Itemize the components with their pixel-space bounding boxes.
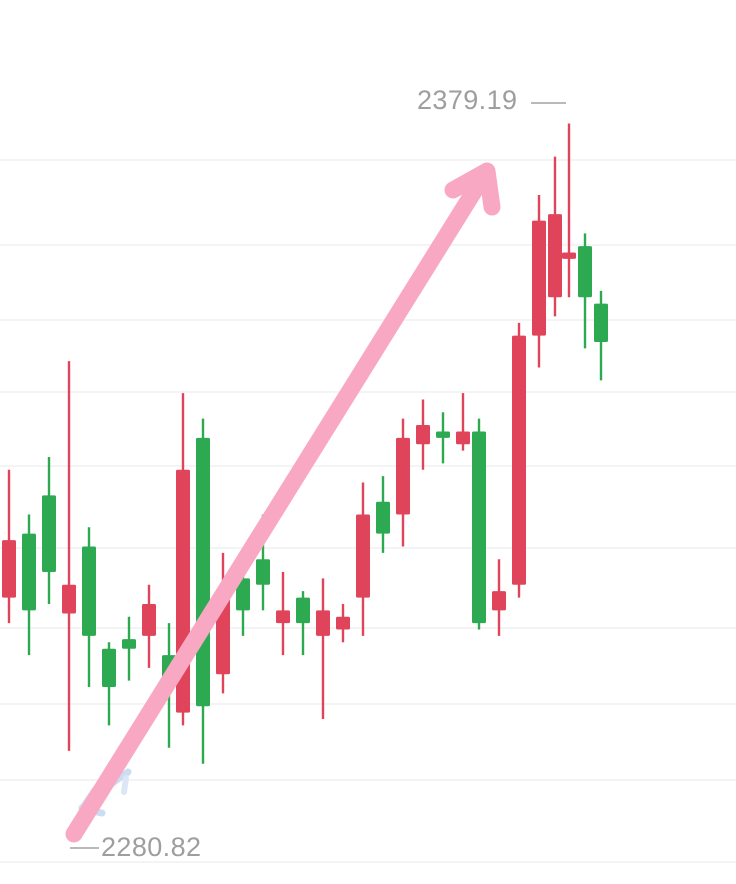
candle-body xyxy=(416,425,430,445)
candle-30 xyxy=(578,233,592,349)
candle-19 xyxy=(376,476,390,553)
candles-group xyxy=(2,123,608,764)
candle-body xyxy=(276,610,290,624)
candle-body xyxy=(142,603,156,636)
price-markers-group xyxy=(70,102,566,849)
candle-body xyxy=(102,648,116,688)
candle-body xyxy=(578,246,592,298)
candle-body xyxy=(562,252,576,259)
candle-10 xyxy=(196,418,210,764)
up-trend-arrow-group xyxy=(65,162,501,843)
candle-body xyxy=(472,431,486,624)
candle-23 xyxy=(456,393,470,451)
candle-2 xyxy=(42,457,56,604)
candle-22 xyxy=(436,412,450,464)
candle-body xyxy=(122,639,136,649)
candle-16 xyxy=(316,578,330,719)
candle-0 xyxy=(2,469,16,624)
candle-21 xyxy=(416,399,430,470)
candle-body xyxy=(296,597,310,624)
watermark-tick xyxy=(121,775,129,795)
candle-body xyxy=(356,514,370,598)
candle-body xyxy=(436,431,450,438)
candle-body xyxy=(256,559,270,585)
candle-body xyxy=(336,616,350,630)
candle-body xyxy=(42,495,56,573)
candle-26 xyxy=(512,322,526,598)
candle-body xyxy=(532,220,546,336)
up-trend-arrow-shaft xyxy=(65,168,492,843)
candle-body xyxy=(316,610,330,636)
candle-body xyxy=(236,578,250,611)
candle-29 xyxy=(562,123,576,298)
candle-1 xyxy=(22,514,36,656)
candle-27 xyxy=(532,195,546,368)
candle-25 xyxy=(492,559,506,636)
candle-body xyxy=(376,501,390,534)
candle-20 xyxy=(396,418,410,547)
low-price-label: 2280.82 xyxy=(101,832,202,862)
candle-body xyxy=(548,214,562,298)
candle-body xyxy=(196,437,210,707)
gridlines-group xyxy=(0,159,736,863)
candle-24 xyxy=(472,418,486,630)
candle-body xyxy=(82,546,96,636)
candle-body xyxy=(396,437,410,515)
candle-body xyxy=(512,335,526,585)
candle-18 xyxy=(356,482,370,636)
candle-4 xyxy=(82,527,96,688)
candle-17 xyxy=(336,603,350,643)
candle-body xyxy=(22,533,36,611)
up-trend-arrow-head xyxy=(444,162,501,216)
candle-body xyxy=(456,431,470,445)
candle-6 xyxy=(122,616,136,681)
candle-body xyxy=(2,540,16,598)
candle-body xyxy=(492,591,506,611)
candle-7 xyxy=(142,584,156,668)
candle-15 xyxy=(296,591,310,656)
candle-3 xyxy=(62,361,76,751)
high-price-label: 2379.19 xyxy=(417,85,518,115)
candle-31 xyxy=(594,290,608,381)
candle-body xyxy=(62,584,76,614)
candle-body xyxy=(594,303,608,342)
candle-28 xyxy=(548,156,562,317)
candle-5 xyxy=(102,642,116,726)
candle-14 xyxy=(276,572,290,656)
